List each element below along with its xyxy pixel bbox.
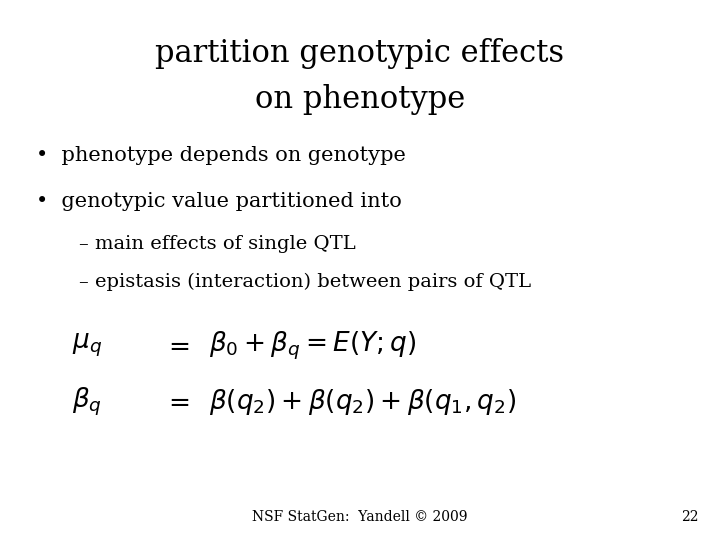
Text: $\beta_q$: $\beta_q$ xyxy=(72,386,102,418)
Text: $=$: $=$ xyxy=(163,333,189,359)
Text: – main effects of single QTL: – main effects of single QTL xyxy=(79,235,356,253)
Text: on phenotype: on phenotype xyxy=(255,84,465,114)
Text: $\mu_q$: $\mu_q$ xyxy=(72,332,102,359)
Text: •  phenotype depends on genotype: • phenotype depends on genotype xyxy=(36,146,406,165)
Text: partition genotypic effects: partition genotypic effects xyxy=(156,38,564,69)
Text: – epistasis (interaction) between pairs of QTL: – epistasis (interaction) between pairs … xyxy=(79,273,531,291)
Text: NSF StatGen:  Yandell © 2009: NSF StatGen: Yandell © 2009 xyxy=(252,510,468,524)
Text: •  genotypic value partitioned into: • genotypic value partitioned into xyxy=(36,192,402,211)
Text: 22: 22 xyxy=(681,510,698,524)
Text: $=$: $=$ xyxy=(163,389,189,415)
Text: $\beta(q_2) + \beta(q_2) + \beta(q_1, q_2)$: $\beta(q_2) + \beta(q_2) + \beta(q_1, q_… xyxy=(209,387,516,417)
Text: $\beta_0 + \beta_q = E(Y;q)$: $\beta_0 + \beta_q = E(Y;q)$ xyxy=(209,329,416,362)
